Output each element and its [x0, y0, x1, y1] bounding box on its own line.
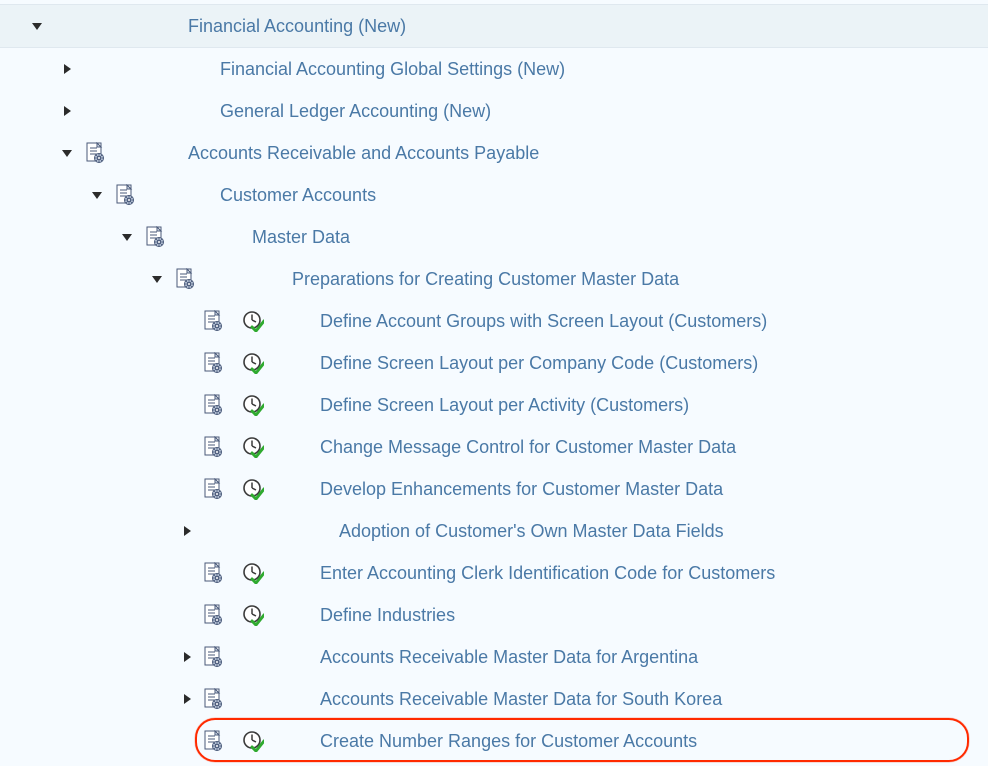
tree-label[interactable]: Customer Accounts	[220, 185, 376, 206]
tree-label[interactable]: Financial Accounting (New)	[188, 16, 406, 37]
tree-label[interactable]: Financial Accounting Global Settings (Ne…	[220, 59, 565, 80]
document-icon	[144, 224, 166, 250]
expander-icon[interactable]	[60, 104, 74, 118]
tree-label[interactable]: Define Industries	[320, 605, 455, 626]
tree-label[interactable]: Master Data	[252, 227, 350, 248]
tree-label[interactable]: Define Screen Layout per Company Code (C…	[320, 353, 758, 374]
clock-check-icon[interactable]	[242, 730, 264, 752]
tree-row-master-data[interactable]: Master Data	[0, 216, 988, 258]
clock-check-icon[interactable]	[242, 604, 264, 626]
tree-row-ar-md-argentina[interactable]: Accounts Receivable Master Data for Arge…	[0, 636, 988, 678]
tree-row-customer-accounts[interactable]: Customer Accounts	[0, 174, 988, 216]
tree-row-general-ledger[interactable]: General Ledger Accounting (New)	[0, 90, 988, 132]
document-icon	[202, 644, 224, 670]
expander-icon[interactable]	[90, 188, 104, 202]
expander-icon[interactable]	[60, 62, 74, 76]
tree-row-global-settings[interactable]: Financial Accounting Global Settings (Ne…	[0, 48, 988, 90]
clock-check-icon[interactable]	[242, 478, 264, 500]
document-icon	[202, 434, 224, 460]
expander-icon[interactable]	[150, 272, 164, 286]
tree-label[interactable]: Create Number Ranges for Customer Accoun…	[320, 731, 697, 752]
tree-row-financial-accounting[interactable]: Financial Accounting (New)	[0, 4, 988, 48]
expander-icon[interactable]	[120, 230, 134, 244]
tree-label[interactable]: General Ledger Accounting (New)	[220, 101, 491, 122]
document-icon	[202, 350, 224, 376]
document-icon	[202, 686, 224, 712]
document-icon	[202, 602, 224, 628]
tree-row-preparations[interactable]: Preparations for Creating Customer Maste…	[0, 258, 988, 300]
tree-row-ar-ap[interactable]: Accounts Receivable and Accounts Payable	[0, 132, 988, 174]
expander-icon[interactable]	[60, 146, 74, 160]
tree-label[interactable]: Define Account Groups with Screen Layout…	[320, 311, 767, 332]
expander-icon[interactable]	[180, 524, 194, 538]
clock-check-icon[interactable]	[242, 310, 264, 332]
expander-icon[interactable]	[180, 692, 194, 706]
tree-label[interactable]: Change Message Control for Customer Mast…	[320, 437, 736, 458]
tree-row-define-industries[interactable]: Define Industries	[0, 594, 988, 636]
tree-label[interactable]: Develop Enhancements for Customer Master…	[320, 479, 723, 500]
document-icon	[202, 476, 224, 502]
clock-check-icon[interactable]	[242, 352, 264, 374]
tree-row-ar-md-southkorea[interactable]: Accounts Receivable Master Data for Sout…	[0, 678, 988, 720]
document-icon	[84, 140, 106, 166]
document-icon	[202, 728, 224, 754]
tree-row-define-layout-company-code[interactable]: Define Screen Layout per Company Code (C…	[0, 342, 988, 384]
tree-label[interactable]: Adoption of Customer's Own Master Data F…	[339, 521, 724, 542]
img-tree: Financial Accounting (New) Financial Acc…	[0, 0, 988, 762]
expander-icon[interactable]	[180, 650, 194, 664]
tree-row-develop-enhancements[interactable]: Develop Enhancements for Customer Master…	[0, 468, 988, 510]
clock-check-icon[interactable]	[242, 562, 264, 584]
tree-row-enter-clerk-id[interactable]: Enter Accounting Clerk Identification Co…	[0, 552, 988, 594]
clock-check-icon[interactable]	[242, 394, 264, 416]
document-icon	[114, 182, 136, 208]
document-icon	[174, 266, 196, 292]
document-icon	[202, 560, 224, 586]
tree-label[interactable]: Preparations for Creating Customer Maste…	[292, 269, 679, 290]
tree-label[interactable]: Accounts Receivable Master Data for Arge…	[320, 647, 698, 668]
tree-row-create-number-ranges[interactable]: Create Number Ranges for Customer Accoun…	[0, 720, 988, 762]
tree-row-change-message-control[interactable]: Change Message Control for Customer Mast…	[0, 426, 988, 468]
document-icon	[202, 308, 224, 334]
tree-row-adoption-own-fields[interactable]: Adoption of Customer's Own Master Data F…	[0, 510, 988, 552]
document-icon	[202, 392, 224, 418]
tree-label[interactable]: Accounts Receivable and Accounts Payable	[188, 143, 539, 164]
clock-check-icon[interactable]	[242, 436, 264, 458]
tree-row-define-account-groups[interactable]: Define Account Groups with Screen Layout…	[0, 300, 988, 342]
tree-label[interactable]: Enter Accounting Clerk Identification Co…	[320, 563, 775, 584]
tree-label[interactable]: Accounts Receivable Master Data for Sout…	[320, 689, 722, 710]
tree-label[interactable]: Define Screen Layout per Activity (Custo…	[320, 395, 689, 416]
tree-row-define-layout-activity[interactable]: Define Screen Layout per Activity (Custo…	[0, 384, 988, 426]
expander-icon[interactable]	[30, 19, 44, 33]
